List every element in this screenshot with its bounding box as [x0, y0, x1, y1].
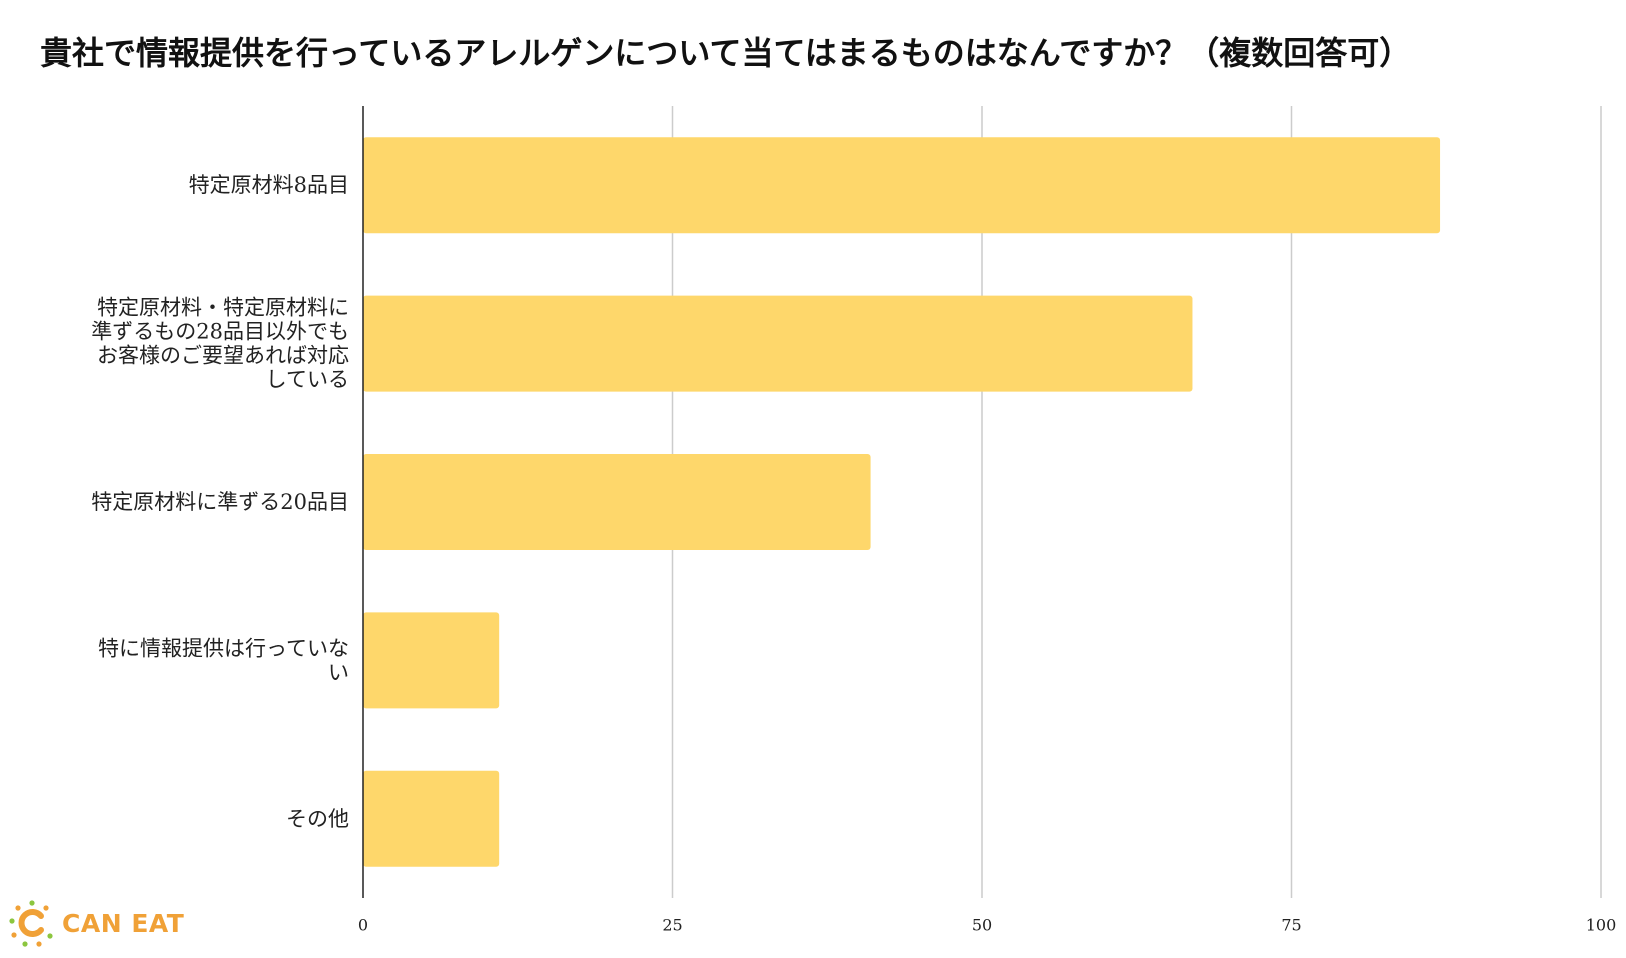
category-label: その他 — [286, 807, 349, 831]
category-label: 特に情報提供は行っていな — [98, 636, 349, 660]
x-tick-label: 0 — [358, 916, 368, 935]
bar — [363, 137, 1441, 234]
category-label: 特定原材料8品目 — [189, 173, 349, 197]
category-label: 特定原材料に準ずる20品目 — [91, 490, 349, 514]
x-tick-label: 75 — [1281, 916, 1301, 935]
x-tick-label: 100 — [1586, 916, 1617, 935]
x-tick-label: 50 — [972, 916, 992, 935]
bar — [363, 770, 500, 867]
can-eat-logo: CAN EAT — [8, 898, 184, 948]
bar — [363, 612, 500, 709]
x-tick-label: 25 — [662, 916, 682, 935]
category-label: 準ずるもの28品目以外でも — [91, 320, 349, 344]
bar — [363, 454, 871, 550]
category-label: 特定原材料・特定原材料に — [97, 296, 349, 320]
category-label: している — [266, 368, 349, 392]
logo-text: CAN EAT — [62, 908, 185, 938]
category-label: い — [328, 660, 349, 684]
bar — [363, 295, 1193, 392]
category-label: お客様のご要望あれば対応 — [97, 344, 349, 368]
chart-title: 貴社で情報提供を行っているアレルゲンについて当てはまるものはなんですか？（複数回… — [40, 34, 1412, 72]
can-eat-logo-icon — [9, 900, 53, 947]
